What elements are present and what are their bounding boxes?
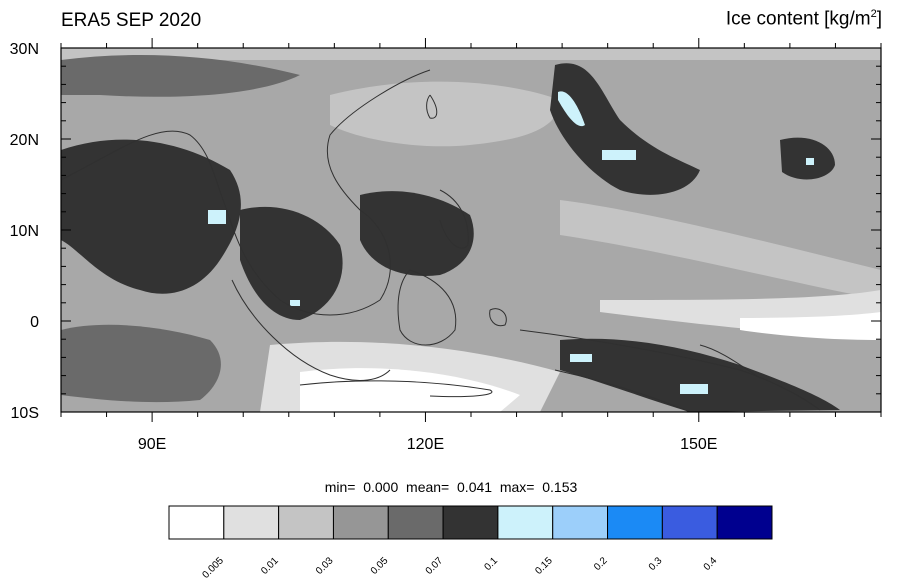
colorbar-label: 0.3 [647,555,665,573]
colorbar-label: 0.03 [314,555,336,577]
longitude-labels: 90E 120E 150E [138,436,718,453]
variable-units-title: Ice content [kg/m2] [725,8,882,30]
lat-label: 10S [11,405,39,422]
lon-label: 90E [138,436,166,453]
lat-label: 30N [10,41,39,58]
colorbar-label: 0.01 [259,555,281,577]
colorbar-label: 0.4 [702,555,720,573]
colorbar-label: 0.15 [533,555,555,577]
colorbar-boxes [168,505,773,540]
colorbar-box [661,505,718,540]
field-statistics: min= 0.000 mean= 0.041 max= 0.153 [324,479,578,495]
colorbar-labels: 0.005 0.01 0.03 0.05 0.07 0.1 0.15 0.2 0.3 0.4 [200,555,719,581]
lat-label: 0 [30,314,39,331]
colorbar-box [168,505,225,540]
lon-label: 150E [680,436,717,453]
colorbar-box [442,505,499,540]
field-shading [61,48,881,412]
colorbar-box [607,505,663,540]
colorbar-label: 0.07 [424,555,446,577]
axis-ticks [60,38,882,422]
colorbar-box [223,505,280,540]
lat-label: 20N [10,132,39,149]
colorbar-box [387,505,444,540]
colorbar-box [332,505,389,540]
colorbar-label: 0.1 [482,555,500,573]
lat-label: 10N [10,223,39,240]
map-title: ERA5 SEP 2020 [61,10,202,31]
colorbar-box [552,505,609,540]
colorbar-box [497,505,554,540]
colorbar-label: 0.2 [592,555,610,573]
latitude-labels: 30N 20N 10N 0 10S [10,41,39,422]
colorbar-box [278,505,334,540]
lon-label: 120E [407,436,444,453]
colorbar-label: 0.05 [369,555,391,577]
ice-content-map: 30N 20N 10N 0 10S 90E 120E 150E [10,38,882,453]
colorbar-label: 0.005 [200,555,226,581]
colorbar-box [716,505,773,540]
